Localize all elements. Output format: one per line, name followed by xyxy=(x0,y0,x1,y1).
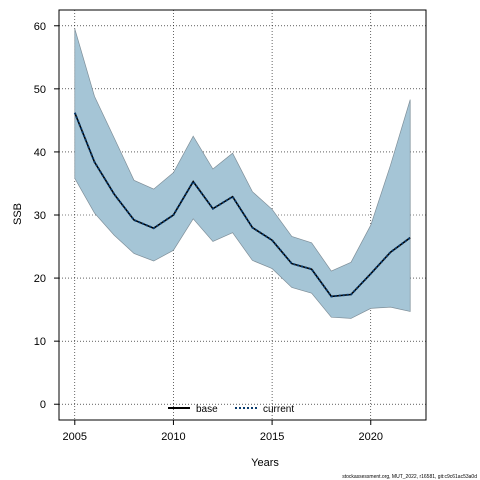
legend-label-current: current xyxy=(263,404,294,415)
y-tick-label: 20 xyxy=(34,273,46,285)
x-axis: 2005 2010 2015 2020 xyxy=(63,420,383,443)
x-tick-label: 2020 xyxy=(359,431,383,443)
x-tick-label: 2015 xyxy=(260,431,284,443)
y-tick-label: 40 xyxy=(34,147,46,159)
x-tick-label: 2010 xyxy=(161,431,185,443)
legend-label-base: base xyxy=(196,404,218,415)
y-axis: 0 10 20 30 40 50 60 xyxy=(34,21,59,411)
series-lines xyxy=(73,112,411,298)
y-tick-label: 10 xyxy=(34,336,46,348)
footnote: stockassessment.org, MUT_2022, r16581, g… xyxy=(342,474,477,480)
y-tick-label: 0 xyxy=(40,399,46,411)
confidence-band xyxy=(74,28,411,319)
y-tick-label: 60 xyxy=(34,21,46,33)
y-tick-label: 30 xyxy=(34,210,46,222)
y-tick-label: 50 xyxy=(34,84,46,96)
series-line-current xyxy=(73,112,411,298)
x-tick-label: 2005 xyxy=(63,431,87,443)
y-axis-label: SSB xyxy=(12,203,24,225)
legend: base current xyxy=(168,404,294,415)
x-axis-label: Years xyxy=(251,457,279,469)
